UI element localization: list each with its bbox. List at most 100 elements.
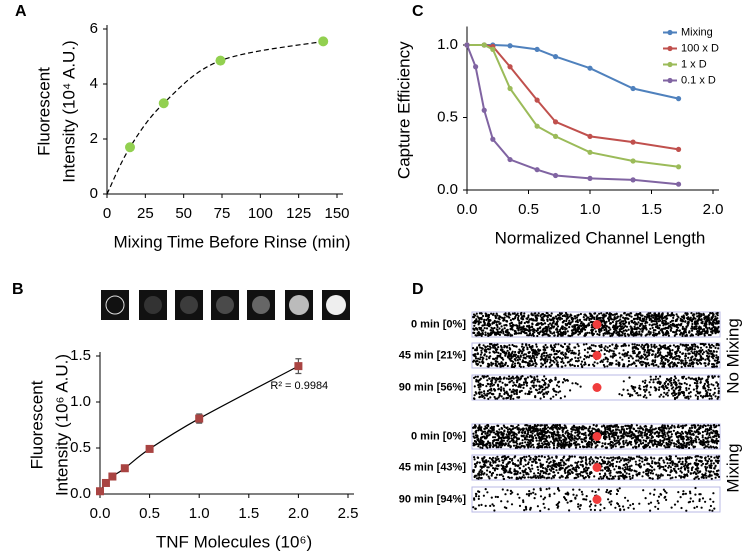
particle bbox=[702, 351, 706, 354]
point bbox=[145, 444, 154, 453]
particle bbox=[581, 441, 584, 444]
particle bbox=[540, 431, 544, 434]
particle bbox=[479, 441, 482, 444]
particle bbox=[658, 324, 662, 327]
particle bbox=[672, 429, 676, 432]
target-dot bbox=[592, 432, 602, 441]
particle bbox=[577, 333, 580, 336]
particle bbox=[540, 362, 543, 365]
particle bbox=[513, 362, 517, 365]
particle bbox=[477, 386, 480, 389]
particle bbox=[525, 443, 528, 446]
particle bbox=[618, 429, 621, 432]
particle bbox=[608, 363, 611, 366]
particle bbox=[605, 330, 608, 333]
particle bbox=[525, 427, 528, 430]
particle bbox=[565, 437, 568, 440]
particle bbox=[703, 441, 706, 444]
particle bbox=[687, 431, 691, 434]
particle bbox=[661, 330, 664, 333]
particle bbox=[513, 383, 516, 386]
particle bbox=[611, 362, 614, 365]
particle bbox=[525, 381, 528, 384]
particle bbox=[575, 316, 579, 319]
particle bbox=[501, 436, 504, 439]
particle bbox=[607, 427, 610, 430]
particle bbox=[604, 437, 607, 440]
particle bbox=[505, 436, 508, 439]
particle bbox=[564, 379, 567, 382]
point bbox=[195, 414, 204, 423]
particle bbox=[591, 431, 594, 435]
particle bbox=[544, 365, 548, 368]
particle bbox=[490, 382, 493, 385]
particle bbox=[486, 375, 489, 378]
particle bbox=[684, 320, 687, 323]
particle bbox=[675, 313, 678, 316]
particle bbox=[676, 329, 679, 332]
particle bbox=[531, 352, 534, 355]
particle bbox=[546, 392, 549, 395]
particle bbox=[517, 319, 521, 322]
particle bbox=[484, 425, 487, 428]
particle bbox=[479, 377, 482, 380]
thumbnails bbox=[101, 290, 350, 320]
particle bbox=[666, 317, 669, 320]
point bbox=[552, 172, 559, 179]
particle bbox=[517, 377, 520, 380]
particle bbox=[695, 359, 699, 362]
particle bbox=[563, 378, 566, 381]
particle bbox=[505, 392, 508, 395]
particle bbox=[661, 345, 664, 349]
y-tick-label: 0.0 bbox=[70, 485, 91, 502]
particle bbox=[490, 379, 494, 382]
particle bbox=[643, 381, 647, 384]
particle bbox=[691, 334, 695, 337]
particle bbox=[502, 387, 505, 390]
particle bbox=[486, 345, 489, 348]
particle bbox=[680, 444, 684, 447]
particle bbox=[571, 455, 574, 458]
particle bbox=[608, 313, 611, 316]
particle bbox=[532, 334, 535, 337]
particle bbox=[635, 424, 639, 427]
particle bbox=[477, 316, 480, 319]
particle bbox=[667, 345, 670, 349]
point bbox=[675, 96, 682, 102]
particle bbox=[607, 329, 610, 332]
particle bbox=[694, 394, 697, 397]
particle bbox=[633, 352, 636, 355]
particle bbox=[656, 318, 659, 321]
particle bbox=[695, 361, 698, 364]
particle bbox=[675, 354, 678, 358]
x-tick-label: 0.0 bbox=[457, 201, 478, 218]
particle bbox=[579, 322, 583, 325]
particle bbox=[699, 315, 703, 318]
particle bbox=[498, 362, 501, 365]
particle bbox=[579, 356, 582, 359]
particle bbox=[506, 364, 509, 368]
point bbox=[507, 85, 513, 92]
particle bbox=[474, 355, 477, 358]
particle bbox=[651, 353, 654, 356]
particle bbox=[610, 424, 613, 427]
particle bbox=[553, 317, 556, 320]
particle bbox=[611, 320, 615, 324]
particle bbox=[544, 322, 547, 325]
particle bbox=[686, 436, 689, 439]
particle bbox=[531, 384, 534, 387]
particle bbox=[603, 328, 606, 332]
particle bbox=[658, 386, 661, 389]
particle bbox=[607, 317, 610, 321]
particle bbox=[562, 353, 565, 356]
particle bbox=[658, 441, 662, 444]
particle bbox=[607, 442, 610, 446]
particle bbox=[497, 464, 500, 468]
particle bbox=[531, 322, 534, 325]
particle bbox=[530, 325, 534, 328]
particle bbox=[502, 424, 505, 427]
point bbox=[490, 136, 496, 142]
particle bbox=[516, 375, 519, 378]
particle bbox=[651, 326, 654, 329]
particle bbox=[653, 360, 657, 364]
